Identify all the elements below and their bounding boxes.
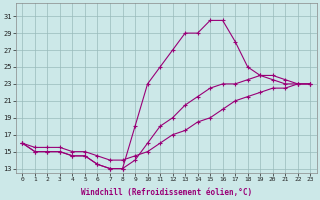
X-axis label: Windchill (Refroidissement éolien,°C): Windchill (Refroidissement éolien,°C)	[81, 188, 252, 197]
